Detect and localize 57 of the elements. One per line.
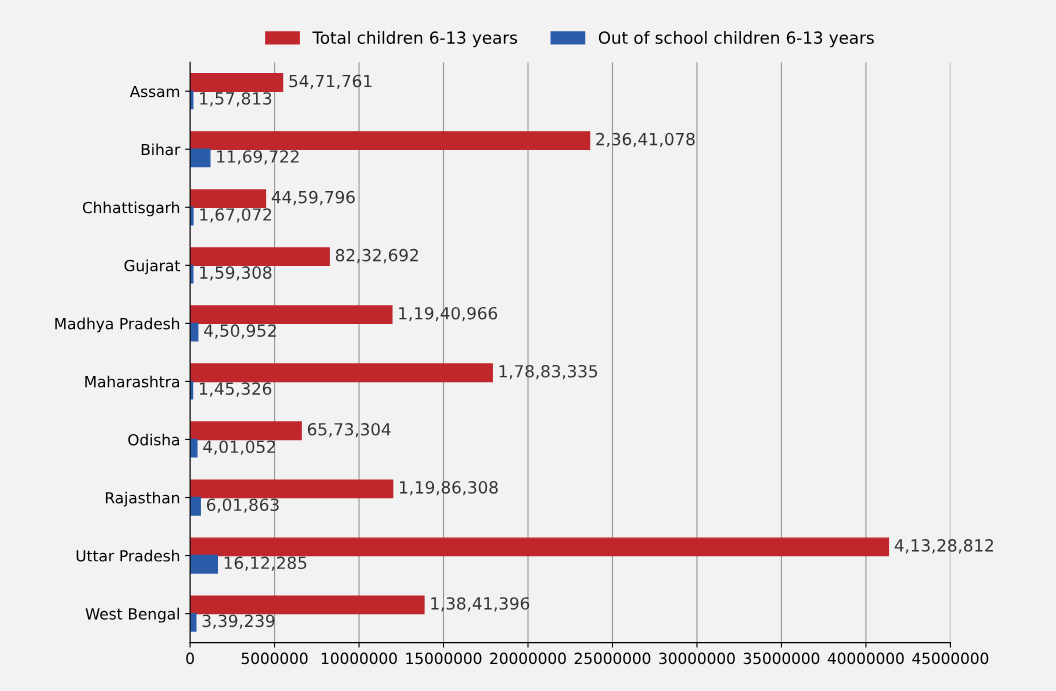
y-tick-label: Assam bbox=[129, 85, 180, 98]
y-tick-label: Odisha bbox=[128, 433, 179, 446]
bar bbox=[190, 189, 267, 208]
x-tick-label: 15000000 bbox=[406, 652, 482, 665]
y-tick-label: Gujarat bbox=[124, 259, 180, 275]
data-label: 4,13,28,812 bbox=[894, 539, 993, 554]
data-label: 44,59,796 bbox=[271, 190, 355, 206]
x-tick-label: 35000000 bbox=[743, 652, 820, 665]
data-label: 1,67,072 bbox=[200, 208, 272, 223]
legend-label: Out of school children 6-13 years bbox=[598, 31, 874, 48]
bar bbox=[190, 363, 493, 383]
bar bbox=[190, 247, 330, 267]
y-tick-label: Maharashtra bbox=[85, 375, 179, 388]
bar bbox=[190, 421, 302, 441]
data-label: 1,78,83,335 bbox=[499, 364, 598, 380]
bar bbox=[190, 131, 591, 150]
data-label: 6,01,863 bbox=[206, 498, 279, 513]
data-label: 54,71,761 bbox=[289, 74, 372, 90]
data-label: 65,73,304 bbox=[307, 423, 391, 438]
x-tick-label: 30000000 bbox=[659, 652, 735, 665]
bar bbox=[190, 479, 394, 499]
data-label: 82,32,692 bbox=[335, 248, 418, 264]
y-tick-label: Chhattisgarh bbox=[82, 201, 180, 217]
data-label: 1,19,40,966 bbox=[399, 306, 498, 322]
x-tick-label: 20000000 bbox=[490, 652, 566, 665]
x-tick-label: 0 bbox=[186, 652, 194, 665]
data-label: 4,50,952 bbox=[204, 324, 276, 339]
bar bbox=[190, 73, 284, 92]
bar bbox=[190, 148, 211, 168]
data-label: 1,19,86,308 bbox=[399, 481, 498, 496]
data-label: 11,69,722 bbox=[217, 150, 299, 165]
data-label: 1,45,326 bbox=[199, 382, 272, 397]
data-label: 2,36,41,078 bbox=[596, 132, 695, 148]
data-label: 1,38,41,396 bbox=[431, 597, 530, 612]
bar bbox=[190, 537, 890, 557]
x-tick-label: 5000000 bbox=[241, 652, 308, 665]
bar bbox=[190, 612, 197, 632]
x-tick-label: 10000000 bbox=[321, 652, 397, 665]
y-tick-label: Madhya Pradesh bbox=[55, 317, 180, 333]
bar bbox=[190, 554, 219, 574]
x-tick-label: 45000000 bbox=[912, 652, 989, 665]
y-tick-label: Rajasthan bbox=[105, 491, 180, 507]
bar bbox=[190, 595, 425, 615]
data-label: 1,57,813 bbox=[200, 92, 272, 107]
data-label: 16,12,285 bbox=[224, 556, 307, 571]
bar bbox=[190, 496, 201, 516]
data-label: 1,59,308 bbox=[200, 266, 272, 281]
data-label: 4,01,052 bbox=[203, 440, 275, 455]
data-label: 3,39,239 bbox=[202, 614, 275, 629]
x-tick-label: 40000000 bbox=[827, 652, 904, 665]
bar bbox=[190, 305, 393, 325]
x-tick-label: 25000000 bbox=[574, 652, 651, 665]
y-tick-label: Bihar bbox=[141, 143, 181, 156]
bar bbox=[190, 438, 198, 458]
y-tick-label: Uttar Pradesh bbox=[76, 549, 180, 562]
y-tick-label: West Bengal bbox=[85, 607, 179, 623]
legend-label: Total children 6-13 years bbox=[312, 31, 518, 48]
